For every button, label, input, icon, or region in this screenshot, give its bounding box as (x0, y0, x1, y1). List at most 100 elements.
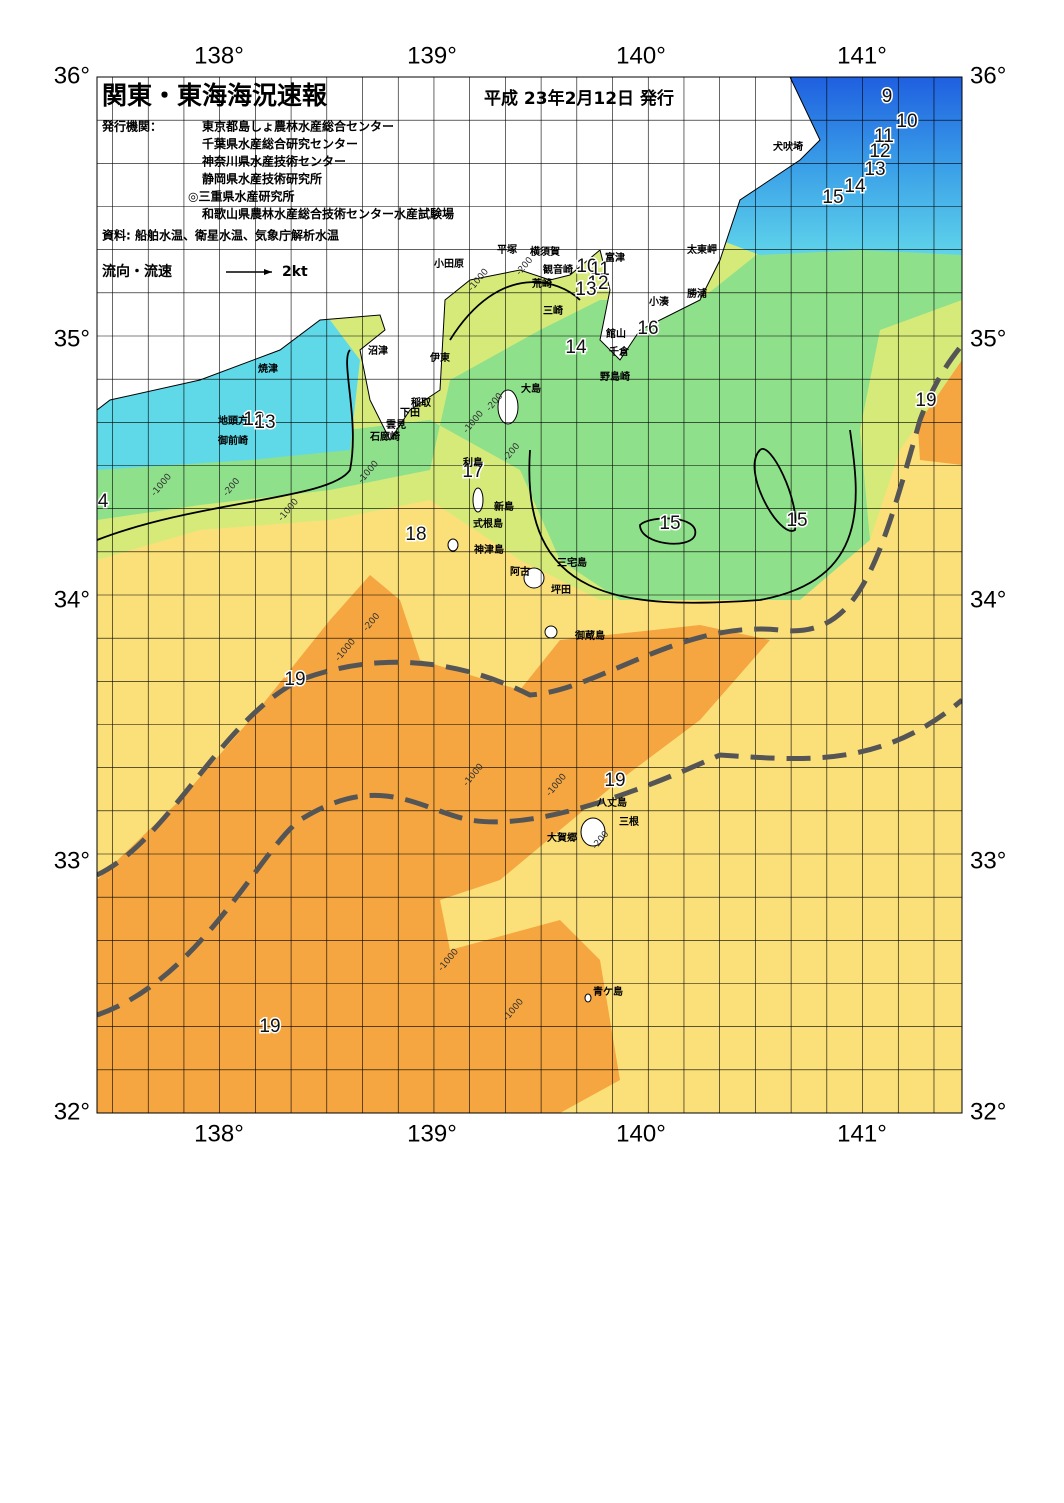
isotherm-label: 10 (896, 111, 917, 132)
lat-label: 36° (54, 62, 90, 89)
organization: 静岡県水産技術研究所 (202, 171, 322, 186)
place-name: 青ケ島 (593, 985, 623, 998)
place-name: 勝浦 (687, 287, 707, 300)
place-name: 稲取 (411, 396, 432, 409)
place-name: 八丈島 (596, 796, 627, 809)
place-name: 大賀郷 (547, 831, 577, 844)
isotherm-label: 15 (822, 187, 843, 208)
isotherm-label: 15 (659, 513, 680, 534)
place-name: 荒崎 (531, 277, 552, 290)
place-name: 平塚 (497, 243, 517, 256)
place-name: 犬吠埼 (773, 140, 803, 153)
lat-label: 32° (54, 1098, 90, 1125)
warm-water (97, 575, 770, 1113)
isotherm-label: 10 (576, 256, 597, 277)
place-name: 三根 (619, 815, 639, 828)
place-name: 千倉 (609, 345, 630, 358)
place-name: 小湊 (648, 295, 670, 308)
organizations: 東京都島しょ農林水産総合センター千葉県水産総合研究センター神奈川県水産技術センタ… (188, 119, 454, 222)
isotherm-label: 14 (565, 337, 587, 358)
place-name: 下田 (400, 407, 420, 419)
lon-label: 138° (194, 42, 244, 69)
place-name: 雲見 (386, 419, 406, 431)
isotherm-label: 17 (462, 461, 483, 482)
lon-label: 141° (837, 1120, 887, 1147)
isotherm-label: 9 (882, 86, 893, 107)
place-name: 御前崎 (217, 434, 248, 447)
place-name: 御蔵島 (574, 629, 605, 642)
lat-label: 32° (970, 1098, 1006, 1125)
graticule (97, 77, 962, 1113)
date: 平成 23年2月12日 発行 (484, 88, 674, 109)
lon-label: 141° (837, 42, 887, 69)
legend-label: 流向・流速 (102, 263, 172, 280)
green-water (97, 180, 962, 600)
isotherm-label: 19 (915, 390, 936, 411)
place-name: 三宅島 (557, 556, 587, 569)
isotherm-label: 19 (284, 669, 305, 690)
place-name: 小田原 (433, 257, 464, 270)
isotherm-label: 13 (254, 412, 275, 433)
source: 資料: 船舶水温、衛星水温、気象庁解析水温 (102, 228, 339, 243)
title: 関東・東海海況速報 (102, 81, 328, 110)
lon-label: 139° (407, 42, 457, 69)
place-name: 伊東 (429, 351, 450, 364)
place-name: 大島 (521, 382, 541, 395)
organization: 和歌山県農林水産総合技術センター水産試験場 (201, 206, 454, 221)
map-frame (96, 76, 963, 1114)
place-name: 富津 (605, 251, 625, 264)
lon-label: 138° (194, 1120, 244, 1147)
isotherms (97, 281, 857, 604)
lat-label: 35° (54, 325, 90, 352)
isotherm-label: 15 (786, 510, 807, 531)
place-name: 利島 (463, 456, 483, 469)
isotherm-label: 4 (98, 491, 109, 512)
isotherm-label: 16 (637, 318, 658, 339)
islands (447, 389, 606, 1003)
isotherm-label: 12 (869, 141, 890, 162)
lat-label: 36° (970, 62, 1006, 89)
place-name: 観音崎 (543, 263, 573, 276)
place-name: 館山 (605, 327, 626, 340)
lon-label: 139° (407, 1120, 457, 1147)
isotherm-label: 18 (405, 524, 426, 545)
lat-label: 35° (970, 325, 1006, 352)
lat-label: 34° (54, 586, 90, 613)
place-name: 式根島 (473, 517, 503, 530)
organization: 東京都島しょ農林水産総合センター (202, 119, 394, 134)
lat-label: 33° (54, 847, 90, 874)
place-name: 沼津 (368, 344, 388, 357)
place-name: 太東岬 (686, 243, 717, 256)
legend-scale: 2kt (282, 264, 308, 280)
place-name: 石廊崎 (369, 430, 400, 443)
isotherm-label: 13 (575, 279, 596, 300)
publisher-label: 発行機関： (101, 119, 162, 134)
place-name: 野島崎 (600, 370, 630, 383)
organization: 千葉県水産総合研究センター (202, 136, 358, 151)
land (97, 77, 821, 441)
isotherm-label: 12 (243, 409, 264, 430)
isotherm-label: 12 (587, 273, 608, 294)
lon-label: 140° (616, 1120, 666, 1147)
place-name: 横須賀 (530, 245, 560, 258)
place-name: 神津島 (474, 543, 504, 556)
isotherm-label: 13 (864, 159, 885, 180)
lat-label: 34° (970, 586, 1006, 613)
organization: 神奈川県水産技術センター (202, 154, 346, 169)
place-name: 三崎 (543, 304, 563, 317)
place-name: 坪田 (551, 583, 571, 596)
lon-label: 140° (616, 42, 666, 69)
lat-label: 33° (970, 847, 1006, 874)
axis-labels: 138° 138° 139° 139° 140° 140° 141° 141° 36° 36° 35… (54, 42, 1007, 1147)
legend-arrowhead (264, 269, 272, 275)
place-name: 焼津 (258, 362, 278, 375)
organization: ◎三重県水産研究所 (188, 189, 294, 204)
isotherm-label: 19 (604, 770, 625, 791)
place-name: 地頭方 (218, 414, 248, 427)
place-name: 阿古 (510, 565, 530, 578)
isotherm-label: 14 (844, 176, 866, 197)
